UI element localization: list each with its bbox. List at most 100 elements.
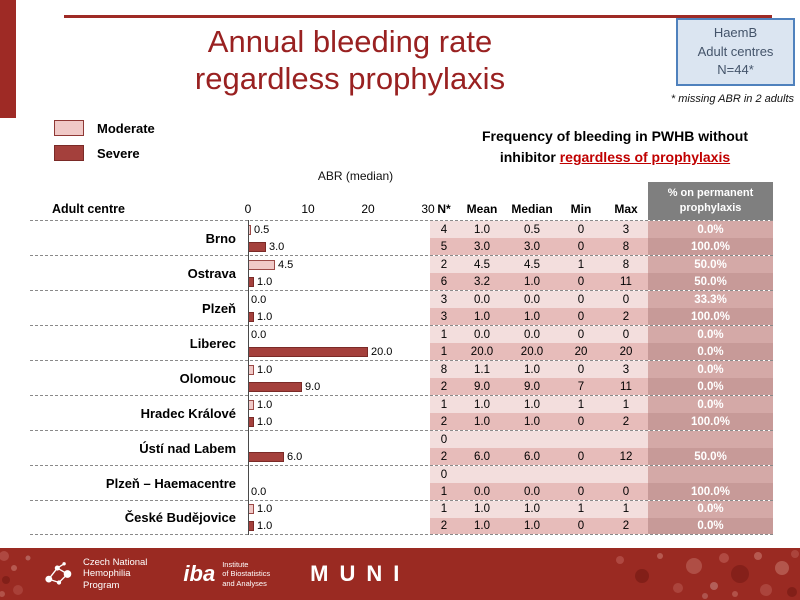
axis-tick: 30 — [421, 202, 435, 216]
severe-swatch-icon — [54, 145, 84, 161]
decorative-dots-right — [616, 550, 799, 599]
row-moderate: 1.0 1 1.0 1.0 1 1 0.0% — [245, 501, 773, 518]
page-title: Annual bleeding rate regardless prophyla… — [100, 24, 600, 97]
centre-group: Plzeň – Haemacentre 0 0.0 1 0.0 0.0 0 — [30, 465, 773, 500]
cell-min: 20 — [558, 343, 604, 360]
bar-cell: 1.0 — [245, 396, 430, 413]
cell-min: 0 — [558, 273, 604, 290]
cell-mean: 1.0 — [458, 517, 506, 534]
cell-min: 0 — [558, 308, 604, 325]
severe-bar — [248, 381, 302, 392]
subtitle-underlined: regardless of prophylaxis — [559, 149, 731, 165]
bar-cell: 0.0 — [245, 326, 430, 343]
row-moderate: 4.5 2 4.5 4.5 1 8 50.0% — [245, 256, 773, 273]
top-divider — [64, 15, 772, 18]
cell-min: 0 — [558, 483, 604, 500]
bar-value-label: 1.0 — [257, 363, 273, 376]
bar-value-label: 9.0 — [305, 380, 321, 393]
decorative-dots-left — [0, 551, 31, 597]
moderate-swatch-icon — [54, 120, 84, 136]
column-header-mean: Mean — [466, 202, 498, 216]
cell-median: 1.0 — [506, 501, 558, 518]
cell-n: 0 — [430, 431, 458, 448]
row-severe: 1.0 6 3.2 1.0 0 11 50.0% — [245, 273, 773, 290]
cell-n: 1 — [430, 483, 458, 500]
centre-group: Olomouc 1.0 8 1.1 1.0 0 3 0.0% 9.0 2 9.0… — [30, 360, 773, 395]
info-box-line-2: Adult centres — [697, 43, 774, 59]
cell-pct: 100.0% — [648, 483, 773, 500]
info-box-line-1: HaemB — [713, 24, 758, 40]
cell-min: 0 — [558, 517, 604, 534]
cell-mean: 3.0 — [458, 238, 506, 255]
cell-n: 2 — [430, 517, 458, 534]
bar-cell: 3.0 — [245, 238, 430, 255]
bar-value-label: 20.0 — [371, 345, 393, 358]
cell-pct: 0.0% — [648, 361, 773, 378]
centre-label: Ústí nad Labem — [139, 440, 236, 456]
cell-pct: 50.0% — [648, 448, 773, 465]
cell-n: 3 — [430, 308, 458, 325]
cell-pct: 0.0% — [648, 343, 773, 360]
cell-mean: 6.0 — [458, 448, 506, 465]
cell-mean — [458, 466, 506, 483]
cell-mean: 1.0 — [458, 413, 506, 430]
cell-median: 1.0 — [506, 517, 558, 534]
axis-zero-line — [248, 220, 249, 535]
axis-tick: 0 — [244, 202, 252, 216]
bar-value-label: 1.0 — [257, 398, 273, 411]
row-severe: 1.0 2 1.0 1.0 0 2 100.0% — [245, 413, 773, 430]
cell-median: 20.0 — [506, 343, 558, 360]
cell-n: 5 — [430, 238, 458, 255]
iba-logo: iba Institute of Biostatistics and Analy… — [183, 560, 270, 588]
bar-value-label: 0.5 — [254, 223, 270, 236]
cell-max — [604, 431, 648, 448]
cell-median: 4.5 — [506, 256, 558, 273]
cell-n: 8 — [430, 361, 458, 378]
cell-max: 0 — [604, 326, 648, 343]
bar-cell: 1.0 — [245, 308, 430, 325]
centre-group: České Budějovice 1.0 1 1.0 1.0 1 1 0.0% … — [30, 500, 773, 535]
cell-pct: 50.0% — [648, 256, 773, 273]
column-header-prophylaxis: % on permanent prophylaxis — [648, 182, 773, 220]
row-severe: 1.0 3 1.0 1.0 0 2 100.0% — [245, 308, 773, 325]
centre-group: Liberec 0.0 1 0.0 0.0 0 0 0.0% 20.0 1 20… — [30, 325, 773, 360]
cell-n: 1 — [430, 343, 458, 360]
cell-median — [506, 431, 558, 448]
footer-bar: Czech National Hemophilia Program iba In… — [0, 548, 800, 600]
row-header-label: Adult centre — [52, 202, 125, 216]
row-severe: 6.0 2 6.0 6.0 0 12 50.0% — [245, 448, 773, 465]
cell-mean: 9.0 — [458, 378, 506, 395]
moderate-bar — [248, 259, 275, 270]
left-accent-bar — [0, 0, 16, 118]
legend: Moderate Severe — [54, 120, 155, 170]
cell-max: 20 — [604, 343, 648, 360]
axis-tick: 10 — [301, 202, 315, 216]
cell-pct: 0.0% — [648, 326, 773, 343]
cell-pct: 33.3% — [648, 291, 773, 308]
cell-max: 1 — [604, 396, 648, 413]
cell-mean: 20.0 — [458, 343, 506, 360]
bar-value-label: 1.0 — [257, 519, 273, 532]
cell-pct: 0.0% — [648, 517, 773, 534]
column-header-min: Min — [570, 202, 592, 216]
cell-mean: 4.5 — [458, 256, 506, 273]
legend-label: Moderate — [97, 120, 155, 136]
cell-pct: 0.0% — [648, 501, 773, 518]
cell-mean: 3.2 — [458, 273, 506, 290]
cell-median: 1.0 — [506, 361, 558, 378]
cell-mean: 1.0 — [458, 308, 506, 325]
centre-label: Ostrava — [187, 265, 236, 281]
cnhp-logo: Czech National Hemophilia Program — [42, 556, 147, 592]
cell-min: 1 — [558, 396, 604, 413]
muni-logo: MUNI — [310, 561, 411, 586]
row-moderate: 1.0 1 1.0 1.0 1 1 0.0% — [245, 396, 773, 413]
cell-max: 12 — [604, 448, 648, 465]
cell-median: 0.5 — [506, 221, 558, 238]
subtitle-line-1: Frequency of bleeding in PWHB without — [482, 128, 748, 144]
title-line-2: regardless prophylaxis — [194, 60, 506, 96]
subtitle-line-2: inhibitor regardless of prophylaxis — [499, 149, 731, 165]
cell-n: 2 — [430, 448, 458, 465]
bar-cell: 1.0 — [245, 501, 430, 518]
row-moderate: 0 — [245, 466, 773, 483]
